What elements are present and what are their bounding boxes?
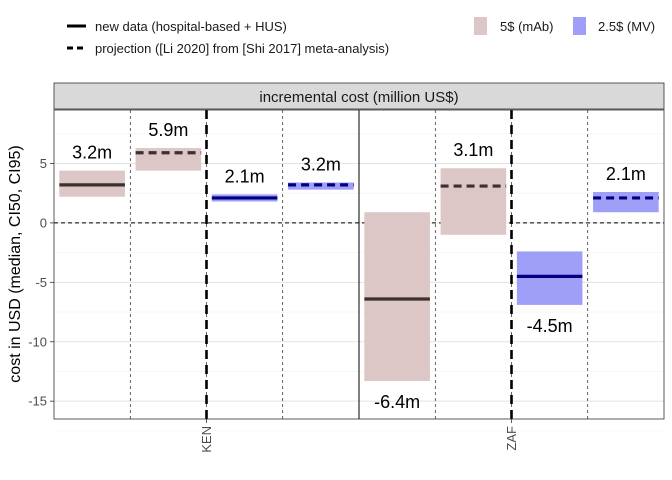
legend-mv-swatch [573, 17, 586, 35]
value-label: -6.4m [374, 392, 420, 412]
legend-mv-label: 2.5$ (MV) [598, 19, 655, 34]
x-tick-label: KEN [199, 426, 214, 453]
value-label: 5.9m [148, 120, 188, 140]
x-tick-label: ZAF [504, 426, 519, 451]
y-tick-label: -5 [35, 275, 47, 290]
panel-border [53, 109, 665, 420]
legend: new data (hospital-based + HUS) projecti… [67, 17, 655, 56]
legend-mab-swatch [474, 17, 487, 35]
legend-mab-label: 5$ (mAb) [500, 19, 553, 34]
value-label: 3.2m [301, 154, 341, 174]
legend-solid-label: new data (hospital-based + HUS) [95, 19, 287, 34]
y-tick-label: -10 [28, 334, 47, 349]
interval-bar [364, 212, 430, 381]
interval-bar [440, 168, 507, 235]
plot-panel: 3.2m 5.9m 2.1m 3.2m -6.4m 3.1m -4.5m 2.1m [53, 109, 665, 432]
y-axis-title: cost in USD (median, CI50, CI95) [7, 145, 24, 382]
y-tick-label: -15 [28, 394, 47, 409]
value-label: 2.1m [225, 166, 265, 186]
legend-dashed-label: projection ([Li 2020] from [Shi 2017] me… [95, 41, 389, 56]
interval-bar [516, 251, 583, 305]
value-label: -4.5m [527, 316, 573, 336]
value-label: 3.1m [453, 140, 493, 160]
facet-title: incremental cost (million US$) [259, 89, 458, 106]
value-label: 2.1m [606, 164, 646, 184]
interval-bar [593, 192, 659, 213]
y-tick-label: 0 [40, 215, 47, 230]
facet-strip [53, 82, 665, 110]
y-tick-label: 5 [40, 156, 47, 171]
value-label: 3.2m [72, 143, 112, 163]
